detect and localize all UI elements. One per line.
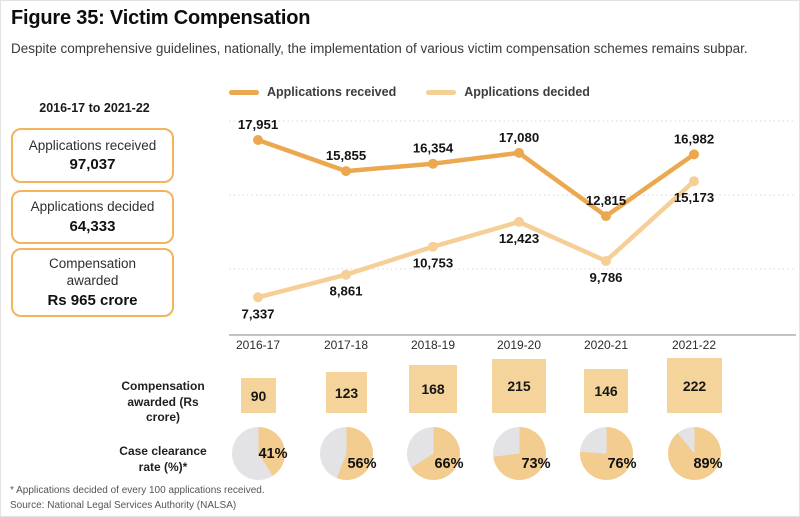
data-point-label: 9,786 xyxy=(589,270,622,285)
data-point xyxy=(689,176,699,187)
data-point-label: 8,861 xyxy=(329,284,362,299)
data-point xyxy=(253,135,263,145)
data-point xyxy=(601,211,611,222)
stat-label: Compensation awarded xyxy=(48,256,137,288)
stat-value: Rs 965 crore xyxy=(47,291,138,309)
data-point xyxy=(601,256,611,266)
figure-subtitle: Despite comprehensive guidelines, nation… xyxy=(11,41,748,56)
data-point-label: 17,080 xyxy=(499,130,539,145)
stat-box-applications-received: Applications received 97,037 xyxy=(11,128,174,183)
clearance-pies-row: 41% 56% 66% 73% 76% 89% xyxy=(221,426,799,482)
data-point-label: 10,753 xyxy=(413,256,453,271)
data-point xyxy=(341,166,351,177)
compensation-square: 123 xyxy=(326,372,367,413)
year-label: 2020-21 xyxy=(583,338,629,352)
legend-label: Applications decided xyxy=(464,85,590,99)
data-point-label: 17,951 xyxy=(238,117,278,132)
data-point-label: 7,337 xyxy=(241,306,274,321)
data-point xyxy=(428,241,438,252)
received-line xyxy=(255,137,697,219)
stat-label: Applications received xyxy=(28,137,157,153)
decided-line xyxy=(255,178,697,300)
data-point-label: 16,982 xyxy=(674,131,714,146)
data-point-label: 15,173 xyxy=(674,190,714,205)
stat-box-compensation-awarded: Compensation awarded Rs 965 crore xyxy=(11,248,174,317)
footnotes: * Applications decided of every 100 appl… xyxy=(10,484,265,513)
clearance-pie-label: 66% xyxy=(434,455,464,472)
chart-legend: Applications received Applications decid… xyxy=(229,85,590,99)
year-label: 2021-22 xyxy=(671,338,717,352)
clearance-pie-label: 41% xyxy=(258,445,288,462)
clearance-pie-label: 56% xyxy=(347,455,377,472)
clearance-pie: 41% xyxy=(231,427,288,480)
data-point-label: 15,855 xyxy=(326,148,366,163)
clearance-pie: 66% xyxy=(406,427,464,480)
clearance-pie: 76% xyxy=(579,427,637,480)
legend-label: Applications received xyxy=(267,85,397,99)
line-chart: 17,951 15,855 16,354 17,080 12,815 16,982 7,33… xyxy=(229,117,796,336)
compensation-square: 222 xyxy=(667,358,722,413)
data-point-label: 12,423 xyxy=(499,231,539,246)
clearance-pie: 89% xyxy=(667,427,723,480)
summary-period: 2016-17 to 2021-22 xyxy=(39,101,150,115)
legend-item-decided: Applications decided xyxy=(426,85,590,99)
data-point xyxy=(253,292,263,303)
year-label: 2017-18 xyxy=(323,338,369,352)
data-point xyxy=(514,216,524,227)
figure-title: Figure 35: Victim Compensation xyxy=(11,7,311,29)
stat-label: Applications decided xyxy=(30,199,155,215)
data-point xyxy=(689,149,699,160)
clearance-pie: 56% xyxy=(319,427,377,480)
clearance-pie-label: 89% xyxy=(693,455,723,472)
footnote-asterisk: * Applications decided of every 100 appl… xyxy=(10,485,265,496)
year-label: 2019-20 xyxy=(496,338,542,352)
data-point xyxy=(428,158,438,169)
clearance-pie: 73% xyxy=(492,427,551,480)
clearance-row-label: Case clearance rate (%)* xyxy=(119,444,207,474)
compensation-squares-row: 90 123 168 215 146 222 xyxy=(221,357,799,413)
legend-swatch-received xyxy=(229,89,259,95)
compensation-square: 90 xyxy=(241,378,276,413)
data-point xyxy=(514,147,524,158)
compensation-square: 146 xyxy=(584,369,628,413)
legend-swatch-decided xyxy=(426,89,457,95)
compensation-square: 215 xyxy=(492,359,546,413)
stat-value: 64,333 xyxy=(69,217,116,235)
data-point-label: 16,354 xyxy=(413,141,454,156)
stat-box-applications-decided: Applications decided 64,333 xyxy=(11,190,174,244)
compensation-square: 168 xyxy=(409,365,457,413)
data-point xyxy=(341,269,351,280)
compensation-row-label: Compensation awarded (Rs crore) xyxy=(121,379,205,425)
clearance-pie-label: 76% xyxy=(607,455,637,472)
year-label: 2016-17 xyxy=(235,338,281,352)
legend-item-received: Applications received xyxy=(229,85,396,99)
year-label: 2018-19 xyxy=(410,338,456,352)
footnote-source: Source: National Legal Services Authorit… xyxy=(10,499,237,511)
stat-value: 97,037 xyxy=(69,156,116,174)
clearance-pie-label: 73% xyxy=(521,455,551,472)
x-axis-labels: 2016-17 2017-18 2018-19 2019-20 2020-21 2021-… xyxy=(221,338,799,354)
data-point-label: 12,815 xyxy=(586,193,626,208)
